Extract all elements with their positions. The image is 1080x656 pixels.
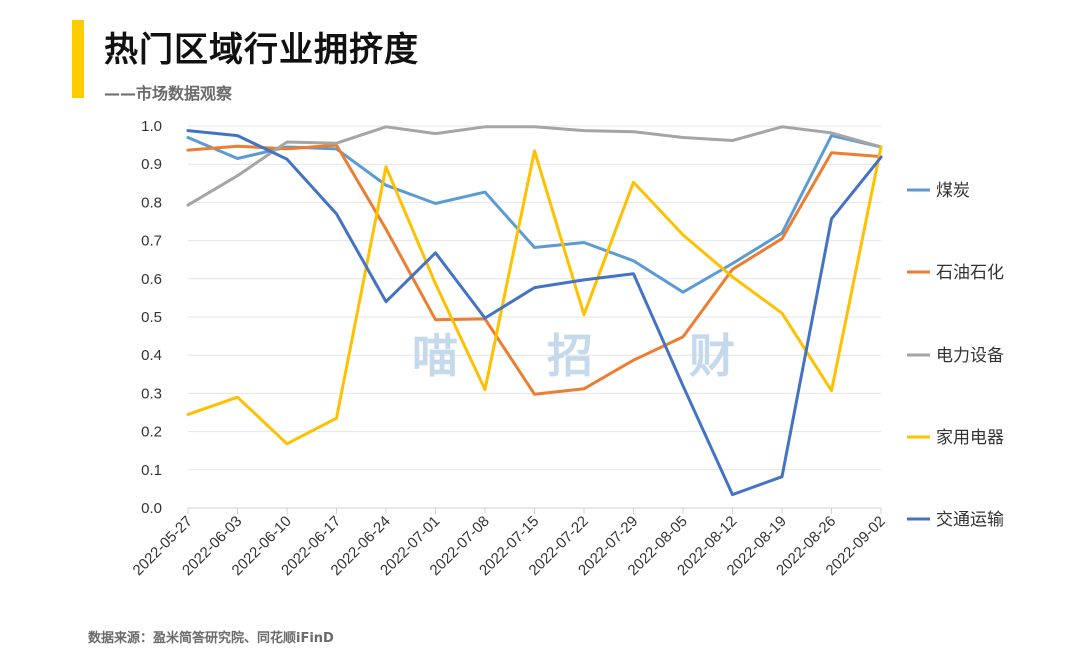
y-tick-label: 0.3 — [141, 385, 162, 402]
series-line-家用电器 — [186, 145, 883, 446]
y-tick-label: 0.4 — [141, 347, 162, 364]
page-subtitle: ——市场数据观察 — [104, 84, 233, 103]
series-line-电力设备 — [186, 125, 883, 207]
legend-label: 煤炭 — [936, 181, 970, 201]
title-accent-bar — [72, 20, 84, 98]
y-tick-label: 0.0 — [141, 500, 162, 517]
watermark-char: 喵 — [412, 329, 458, 383]
series-lines — [186, 125, 883, 497]
legend-label: 石油石化 — [936, 263, 1004, 283]
data-source-note: 数据来源：盈米简答研究院、同花顺iFinD — [88, 631, 334, 646]
y-tick-label: 0.7 — [141, 233, 162, 250]
x-axis: 2022-05-272022-06-032022-06-102022-06-17… — [130, 508, 889, 579]
grid-lines — [188, 125, 881, 509]
y-tick-label: 0.1 — [141, 462, 162, 479]
series-line-石油石化 — [186, 143, 883, 396]
y-tick-label: 1.0 — [141, 118, 162, 135]
watermark-char: 招 — [547, 329, 593, 383]
page-title: 热门区域行业拥挤度 — [104, 30, 419, 70]
series-line-交通运输 — [186, 129, 883, 497]
watermark-char: 财 — [689, 329, 735, 383]
y-tick-label: 0.8 — [141, 194, 162, 211]
watermark: 喵招财 — [412, 329, 735, 383]
y-axis: 0.0 0.1 0.2 0.3 0.4 0.5 0.6 0.7 0.8 0.9 1.0 — [141, 118, 162, 517]
y-tick-label: 0.2 — [141, 424, 162, 441]
y-tick-label: 0.9 — [141, 156, 162, 173]
y-tick-label: 0.5 — [141, 309, 162, 326]
series-line-煤炭 — [186, 134, 883, 294]
legend-label: 家用电器 — [936, 428, 1004, 448]
legend-label: 交通运输 — [936, 510, 1004, 530]
y-tick-label: 0.6 — [141, 271, 162, 288]
legend-label: 电力设备 — [936, 346, 1004, 366]
